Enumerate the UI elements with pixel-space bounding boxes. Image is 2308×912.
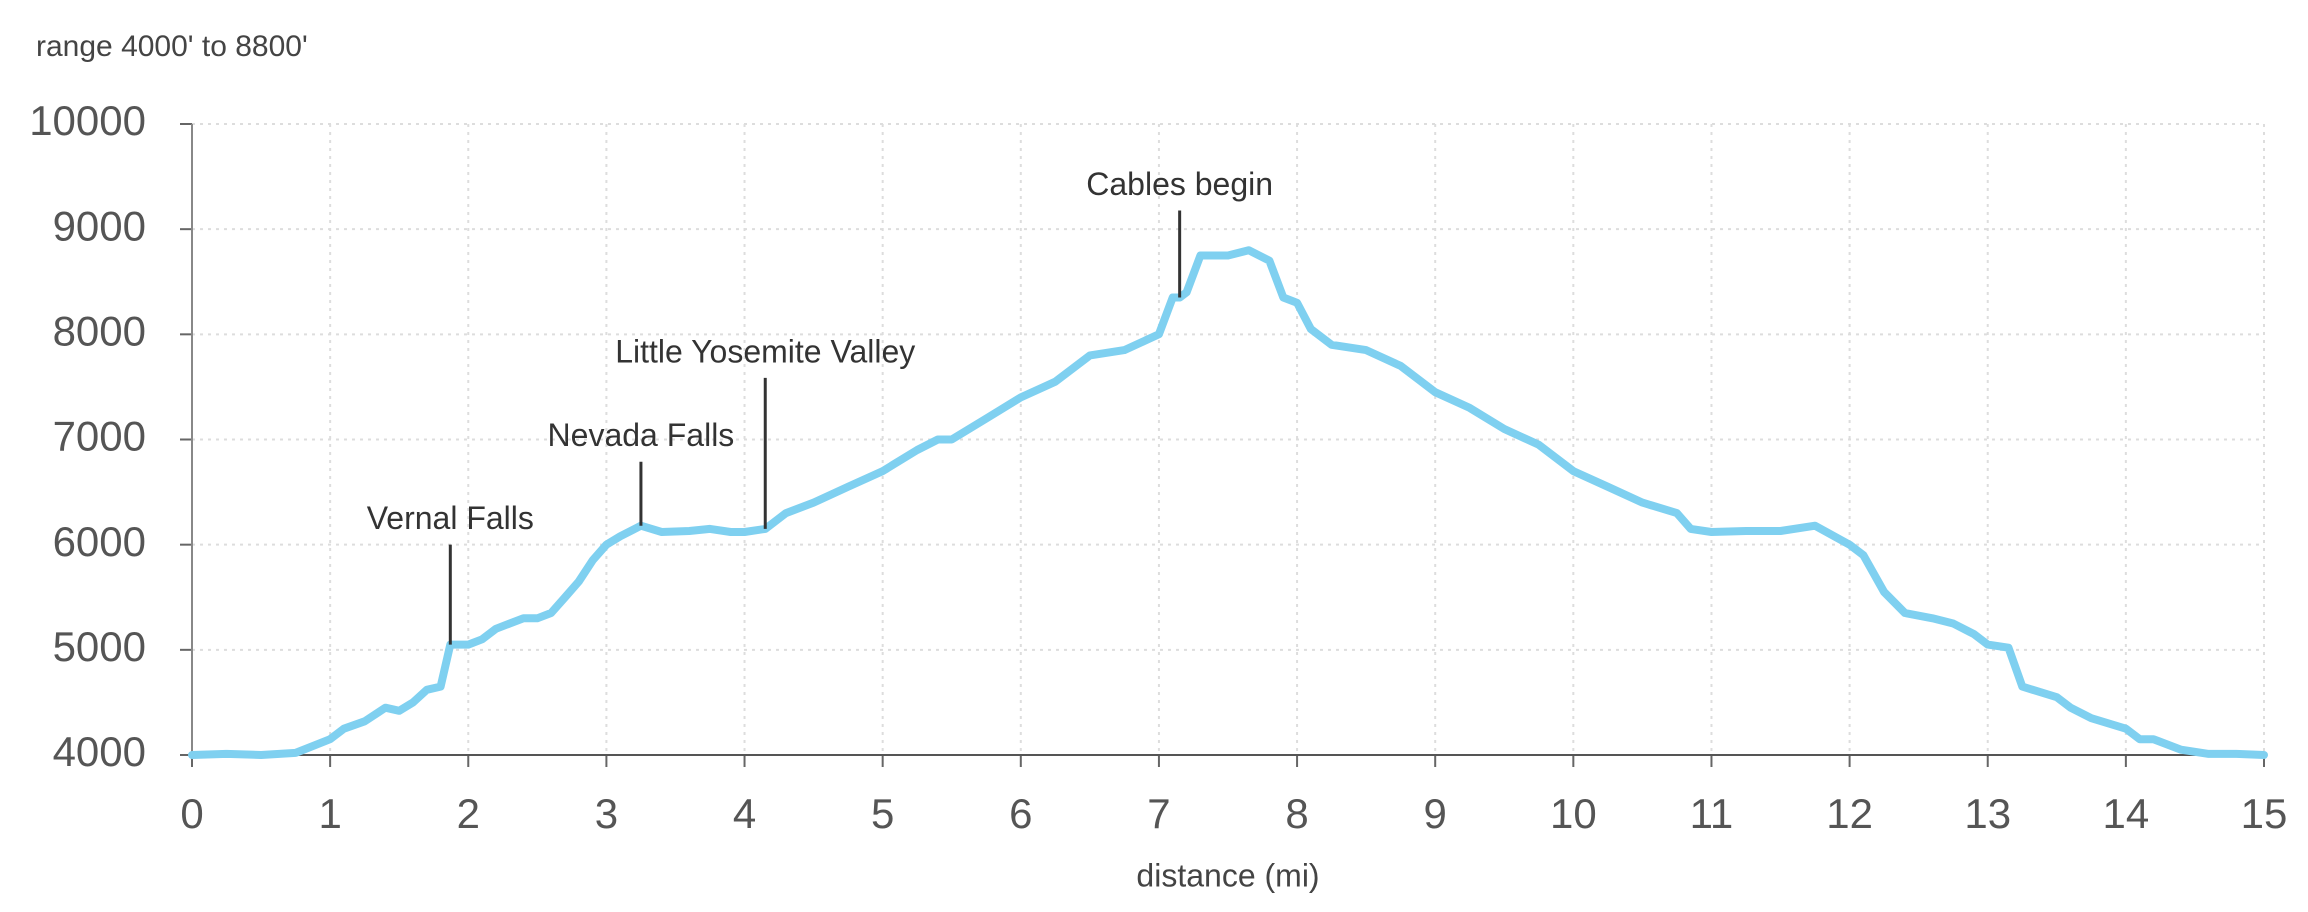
x-tick-label: 1	[318, 790, 341, 837]
y-tick-label: 6000	[53, 518, 146, 565]
x-tick-label: 2	[457, 790, 480, 837]
y-tick-label: 9000	[53, 202, 146, 249]
x-tick-label: 9	[1424, 790, 1447, 837]
x-tick-label: 8	[1285, 790, 1308, 837]
x-tick-label: 6	[1009, 790, 1032, 837]
y-tick-label: 8000	[53, 307, 146, 354]
x-tick-label: 5	[871, 790, 894, 837]
y-tick-label: 5000	[53, 623, 146, 670]
annotation-label: Little Yosemite Valley	[615, 333, 915, 369]
x-tick-label: 0	[180, 790, 203, 837]
x-axis-label: distance (mi)	[1136, 857, 1319, 893]
x-tick-label: 13	[1964, 790, 2011, 837]
x-tick-label: 14	[2103, 790, 2150, 837]
annotation-label: Cables begin	[1086, 166, 1273, 202]
y-tick-label: 4000	[53, 728, 146, 775]
x-tick-label: 11	[1690, 790, 1734, 837]
annotation-label: Nevada Falls	[548, 417, 735, 453]
y-tick-label: 10000	[29, 97, 146, 144]
x-tick-label: 4	[733, 790, 756, 837]
y-tick-label: 7000	[53, 413, 146, 460]
x-tick-label: 7	[1147, 790, 1170, 837]
x-tick-label: 15	[2241, 790, 2288, 837]
elevation-line	[188, 246, 2268, 759]
x-tick-label: 12	[1826, 790, 1873, 837]
annotation-label: Vernal Falls	[367, 500, 534, 536]
x-tick-label: 10	[1550, 790, 1597, 837]
x-tick-label: 3	[595, 790, 618, 837]
subtitle: range 4000' to 8800'	[36, 30, 308, 63]
